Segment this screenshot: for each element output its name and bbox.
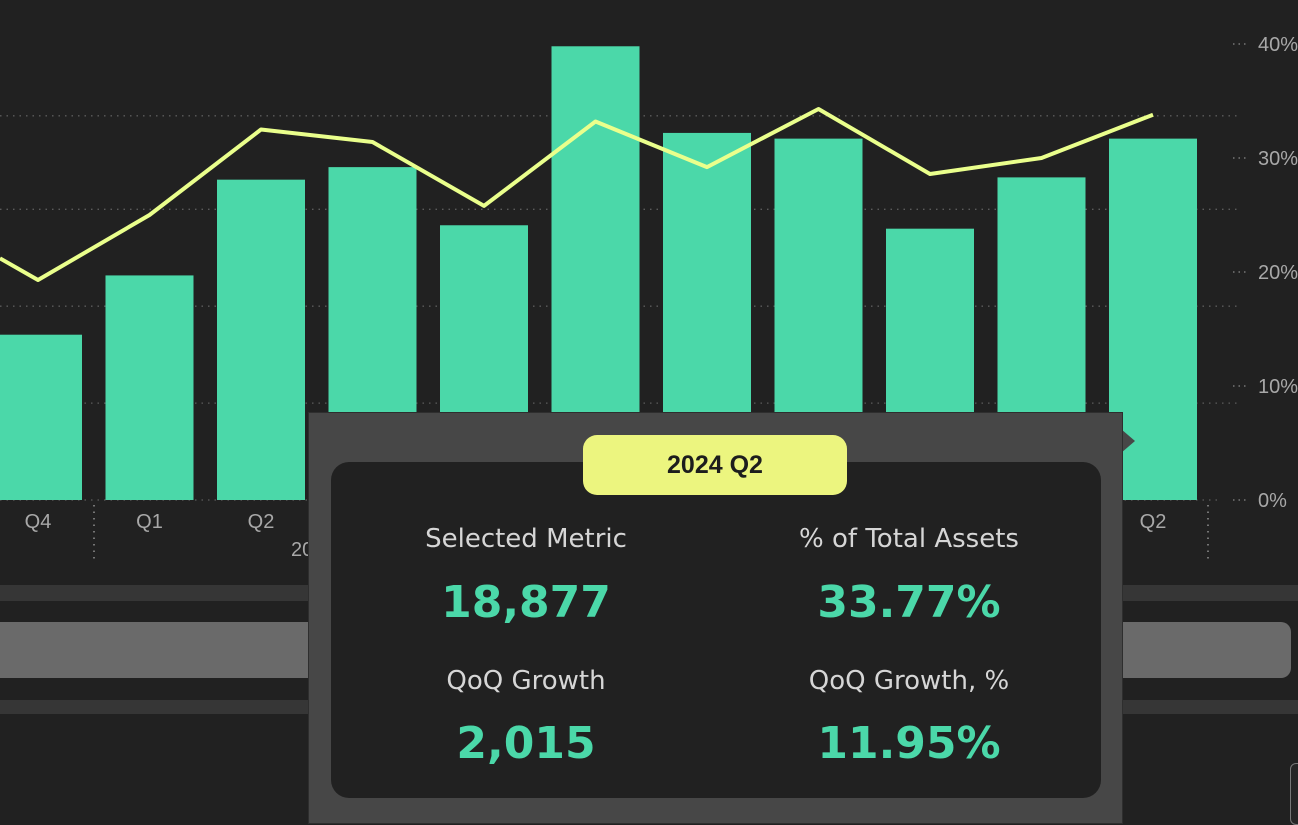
- metric-label-pct-total: % of Total Assets: [799, 524, 1019, 554]
- bar: [217, 179, 305, 500]
- tooltip-body: Selected Metric 18,877 % of Total Assets…: [331, 462, 1101, 798]
- metric-value-qoq-pct: 11.95%: [817, 718, 1001, 769]
- metric-value-selected: 18,877: [441, 577, 611, 628]
- y-axis: 0% 10% 20% 30% 40%: [1233, 34, 1298, 512]
- bar: [0, 334, 82, 500]
- tooltip-pointer: [1121, 429, 1135, 453]
- x-tick-label: Q2: [1140, 511, 1167, 533]
- x-tick-label: Q2: [248, 511, 275, 533]
- y-tick-label: 10%: [1258, 376, 1298, 398]
- metric-value-pct-total: 33.77%: [817, 577, 1001, 628]
- line-series: [0, 107, 1154, 282]
- metric-label-qoq: QoQ Growth: [446, 666, 606, 696]
- x-tick-label: Q1: [136, 511, 163, 533]
- y-tick-label: 40%: [1258, 34, 1298, 56]
- bar: [105, 275, 194, 500]
- year-label: 20: [291, 539, 313, 561]
- corner-control[interactable]: [1290, 763, 1298, 825]
- x-axis: Q4 Q1 Q2 Q2 20: [25, 505, 1209, 563]
- y-tick-label: 0%: [1258, 490, 1287, 512]
- metric-value-qoq: 2,015: [456, 718, 596, 769]
- metric-label-qoq-pct: QoQ Growth, %: [808, 666, 1010, 696]
- data-tooltip: Selected Metric 18,877 % of Total Assets…: [309, 413, 1122, 823]
- line-series-path: [0, 107, 1154, 282]
- y-tick-label: 20%: [1258, 262, 1298, 284]
- metric-label-selected: Selected Metric: [425, 524, 627, 554]
- x-tick-label: Q4: [25, 511, 52, 533]
- tooltip-title: 2024 Q2: [583, 435, 847, 495]
- y-tick-label: 30%: [1258, 148, 1298, 170]
